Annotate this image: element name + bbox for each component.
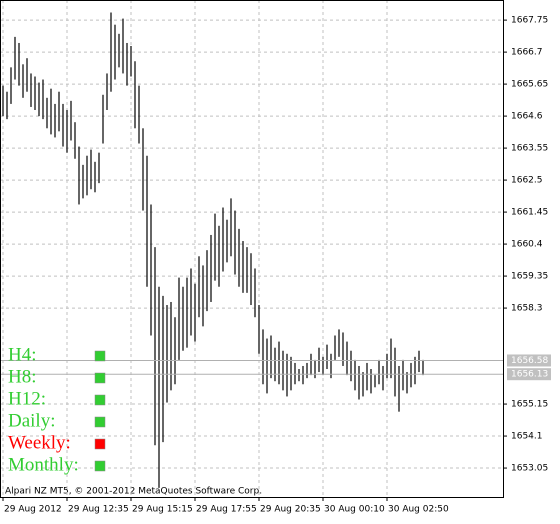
y-tick-label: 1662.5 (511, 176, 543, 186)
x-tick-label: 29 Aug 20:35 (260, 505, 321, 515)
indicator-label: H4: (8, 344, 37, 365)
indicator-status (94, 416, 106, 428)
y-tick-label: 1660.4 (511, 240, 543, 250)
indicator-status (94, 394, 106, 406)
indicator-status (94, 460, 106, 472)
indicator-status (94, 350, 106, 362)
y-tick-label: 1667.75 (511, 16, 548, 26)
y-tick-label: 1664.6 (511, 112, 543, 122)
x-tick-label: 29 Aug 2012 (4, 505, 62, 515)
indicator-label: Weekly: (8, 432, 71, 453)
price-label: 1656.13 (511, 370, 548, 380)
price-label-box (507, 354, 551, 367)
indicator-label: Daily: (8, 410, 56, 431)
price-label: 1656.58 (511, 356, 548, 366)
indicator-status (94, 438, 106, 450)
x-tick-label: 29 Aug 17:55 (196, 505, 257, 515)
x-tick-label: 30 Aug 02:50 (388, 505, 449, 515)
indicator-label: H8: (8, 366, 37, 387)
y-tick-label: 1658.3 (511, 304, 543, 314)
price-label-box (507, 368, 551, 381)
x-tick-label: 30 Aug 00:10 (324, 505, 385, 515)
indicator-label: Monthly: (8, 454, 79, 475)
indicator-status (94, 372, 106, 384)
plot-border (0, 0, 504, 498)
x-tick-label: 29 Aug 12:35 (68, 505, 129, 515)
indicator-label: H12: (8, 388, 46, 409)
copyright: Alpari NZ MT5, © 2001-2012 MetaQuotes So… (5, 487, 262, 497)
y-tick-label: 1663.55 (511, 144, 548, 154)
x-tick-label: 29 Aug 15:15 (132, 505, 193, 515)
y-tick-label: 1659.35 (511, 272, 548, 282)
y-tick-label: 1655.15 (511, 400, 548, 410)
y-tick-label: 1653.05 (511, 464, 548, 474)
y-tick-label: 1661.45 (511, 208, 548, 218)
y-tick-label: 1654.1 (511, 432, 543, 442)
y-tick-label: 1665.65 (511, 80, 548, 90)
y-tick-label: 1666.7 (511, 48, 543, 58)
